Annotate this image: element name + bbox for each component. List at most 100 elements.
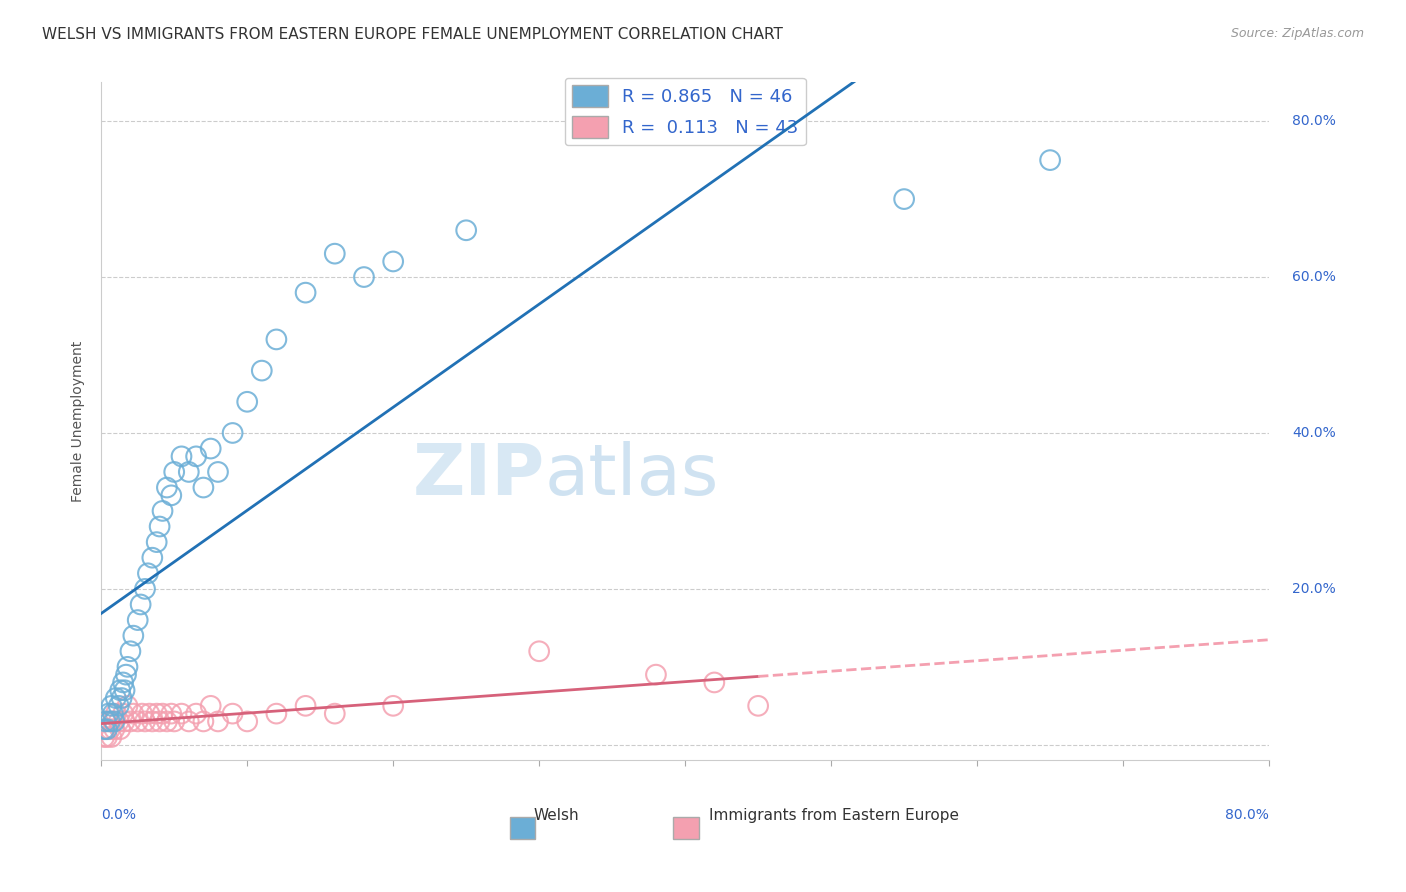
Point <box>266 333 288 347</box>
Point <box>200 698 222 713</box>
Point <box>236 714 259 729</box>
Text: Welsh: Welsh <box>533 808 579 823</box>
Point <box>193 481 215 495</box>
Point <box>108 683 131 698</box>
Text: Source: ZipAtlas.com: Source: ZipAtlas.com <box>1230 27 1364 40</box>
Point <box>221 425 243 440</box>
Point <box>149 714 172 729</box>
Point <box>456 223 478 237</box>
Point <box>111 691 134 706</box>
Point <box>129 598 152 612</box>
Point <box>127 613 149 627</box>
Text: Immigrants from Eastern Europe: Immigrants from Eastern Europe <box>709 808 959 823</box>
Y-axis label: Female Unemployment: Female Unemployment <box>72 341 86 502</box>
Point <box>103 714 125 729</box>
Point <box>149 519 172 533</box>
Point <box>101 706 124 721</box>
Point <box>136 566 159 581</box>
Point <box>100 730 122 744</box>
Point <box>893 192 915 206</box>
Point <box>122 706 145 721</box>
Point <box>114 714 136 729</box>
Point <box>131 706 153 721</box>
Point <box>122 629 145 643</box>
Text: 80.0%: 80.0% <box>1225 808 1270 822</box>
Point <box>193 714 215 729</box>
Point <box>163 714 186 729</box>
Point <box>527 644 550 658</box>
Point <box>112 675 135 690</box>
Point <box>100 698 122 713</box>
Point <box>141 714 163 729</box>
Point <box>96 730 118 744</box>
Point <box>94 714 117 729</box>
Legend: R = 0.865   N = 46, R =  0.113   N = 43: R = 0.865 N = 46, R = 0.113 N = 43 <box>565 78 806 145</box>
Point <box>266 706 288 721</box>
Point <box>104 706 127 721</box>
Point <box>294 698 316 713</box>
Point <box>747 698 769 713</box>
Point <box>93 723 115 737</box>
Point <box>94 723 117 737</box>
Point <box>152 706 174 721</box>
Point <box>107 714 129 729</box>
Point <box>120 644 142 658</box>
Point <box>323 706 346 721</box>
Text: 0.0%: 0.0% <box>101 808 136 822</box>
Point <box>207 465 229 479</box>
Point <box>382 254 405 268</box>
Point <box>98 723 121 737</box>
Point <box>141 550 163 565</box>
Text: ZIP: ZIP <box>413 441 546 510</box>
Point <box>101 714 124 729</box>
Point <box>236 394 259 409</box>
Point <box>200 442 222 456</box>
Point <box>98 714 121 729</box>
Point <box>160 706 183 721</box>
Point <box>120 714 142 729</box>
Point <box>353 270 375 285</box>
Point <box>117 698 139 713</box>
Point <box>156 714 179 729</box>
Point <box>114 683 136 698</box>
Text: atlas: atlas <box>546 441 720 510</box>
Point <box>115 667 138 681</box>
Point <box>127 714 149 729</box>
Point <box>138 706 160 721</box>
Point <box>134 714 156 729</box>
Point <box>323 246 346 260</box>
Point <box>156 481 179 495</box>
Point <box>134 582 156 596</box>
Text: WELSH VS IMMIGRANTS FROM EASTERN EUROPE FEMALE UNEMPLOYMENT CORRELATION CHART: WELSH VS IMMIGRANTS FROM EASTERN EUROPE … <box>42 27 783 42</box>
Point <box>96 723 118 737</box>
Point <box>97 706 120 721</box>
Point <box>160 488 183 502</box>
Point <box>163 465 186 479</box>
Text: 60.0%: 60.0% <box>1292 270 1336 284</box>
Point <box>107 698 129 713</box>
Text: 20.0%: 20.0% <box>1292 582 1336 596</box>
Point <box>177 714 200 729</box>
Point <box>703 675 725 690</box>
Point <box>145 535 167 549</box>
Point <box>104 691 127 706</box>
Point <box>207 714 229 729</box>
Point <box>294 285 316 300</box>
Text: 40.0%: 40.0% <box>1292 426 1336 440</box>
Point <box>1039 153 1062 167</box>
Point <box>184 706 207 721</box>
Point <box>382 698 405 713</box>
Point <box>103 723 125 737</box>
Point <box>250 363 273 377</box>
Point <box>645 667 668 681</box>
Point <box>170 706 193 721</box>
Point <box>97 714 120 729</box>
Point <box>108 723 131 737</box>
Point <box>112 706 135 721</box>
Point <box>145 706 167 721</box>
Point <box>177 465 200 479</box>
Point <box>170 450 193 464</box>
Text: 80.0%: 80.0% <box>1292 114 1336 128</box>
Point <box>152 504 174 518</box>
Point <box>221 706 243 721</box>
